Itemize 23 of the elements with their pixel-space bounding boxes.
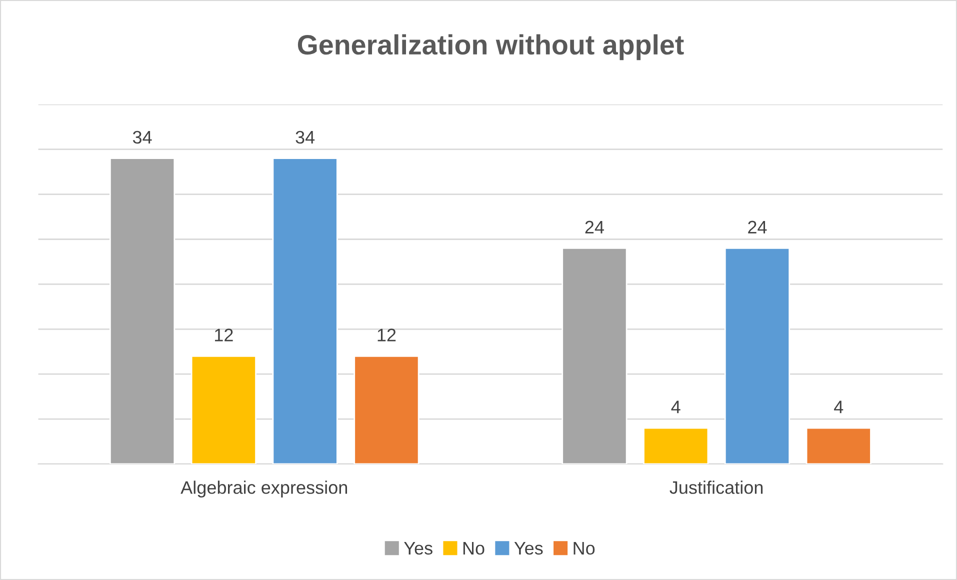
legend-label: No <box>463 542 484 555</box>
legend-label: Yes <box>404 542 432 555</box>
legend-label: Yes <box>514 542 543 555</box>
bar <box>643 427 709 464</box>
bar <box>354 355 420 464</box>
chart-title: Generalization without applet <box>298 34 684 60</box>
data-label: 12 <box>378 328 396 342</box>
bar <box>562 248 628 464</box>
data-label: 12 <box>215 328 233 342</box>
bar <box>806 427 872 464</box>
data-label: 34 <box>296 130 315 144</box>
bar <box>109 158 176 464</box>
bar <box>272 158 338 464</box>
legend-label: No <box>574 542 595 555</box>
x-tick-label: Algebraic expression <box>180 480 348 498</box>
data-label: 4 <box>834 400 844 414</box>
data-label: 24 <box>585 220 604 234</box>
bar <box>724 248 790 464</box>
data-label: 24 <box>748 220 767 234</box>
data-label: 34 <box>132 130 152 144</box>
data-label: 4 <box>671 400 680 414</box>
x-tick-label: Justification <box>670 480 763 494</box>
bar <box>190 355 256 464</box>
